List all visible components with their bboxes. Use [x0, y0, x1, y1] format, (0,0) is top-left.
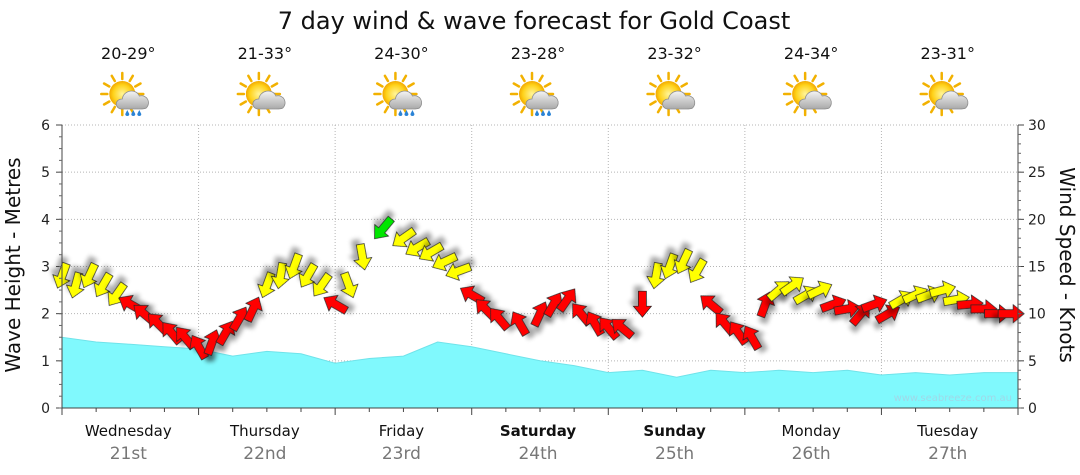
wind-arrow [189, 334, 210, 361]
day-temperature: 21-33° [238, 44, 293, 63]
day-date: 22nd [243, 444, 286, 464]
day-date: 23rd [382, 444, 421, 464]
wave-height-area [61, 336, 1019, 409]
day-temperature: 23-28° [511, 44, 566, 63]
sun-cloud-rain-icon [509, 71, 559, 117]
wind-arrow [418, 241, 445, 262]
wind-arrow [93, 271, 114, 298]
wind-arrow [646, 261, 666, 290]
day-temperature: 24-30° [374, 44, 429, 63]
y-right-tick-label: 5 [1028, 354, 1037, 370]
chart-title: 7 day wind & wave forecast for Gold Coas… [278, 7, 791, 35]
y-right-axis-title: Wind Speed - Knots [1055, 167, 1079, 363]
wind-arrow [779, 276, 804, 297]
wind-arrow [742, 325, 763, 352]
sun-cloud-rain-icon [373, 71, 422, 117]
wind-arrow [284, 252, 303, 280]
wind-arrows [52, 215, 1025, 361]
sun-cloud-icon [236, 71, 286, 117]
sun-cloud-icon [646, 71, 696, 117]
y-right-tick-label: 10 [1028, 307, 1046, 323]
y-right-tick-label: 20 [1028, 212, 1046, 228]
day-temperature: 23-32° [647, 44, 702, 63]
day-date: 27th [928, 444, 967, 464]
day-date: 26th [792, 444, 831, 464]
wind-arrow [687, 257, 708, 283]
y-right-tick-label: 30 [1028, 118, 1046, 134]
wind-arrow [312, 271, 333, 297]
wind-arrow [806, 280, 833, 300]
axes: 0 1 2 3 4 5 6 0 5 10 15 20 25 30 [41, 118, 1046, 417]
wind-arrow [257, 271, 276, 299]
wind-arrow [874, 304, 901, 325]
day-name: Saturday [500, 422, 577, 440]
wind-arrow [323, 294, 349, 315]
wind-arrow [611, 319, 635, 340]
wind-arrow [340, 271, 359, 299]
y-left-tick-label: 6 [41, 118, 50, 134]
day-name: Friday [379, 422, 425, 440]
wind-arrow [490, 308, 511, 332]
wind-arrow [65, 271, 85, 299]
wind-arrow [79, 261, 99, 289]
wind-arrow [432, 252, 459, 272]
y-left-axis-title: Wave Height - Metres [1, 157, 25, 372]
day-date: 24th [518, 444, 557, 464]
wind-arrow [833, 299, 861, 319]
day-name: Thursday [229, 422, 300, 440]
y-left-tick-label: 2 [41, 307, 50, 323]
wind-arrow [984, 303, 1012, 324]
sun-cloud-icon [782, 71, 832, 117]
wind-arrow [243, 296, 263, 323]
day-temperature: 20-29° [101, 44, 156, 63]
wind-arrow [632, 290, 653, 318]
wind-arrow [700, 295, 724, 317]
wind-arrow [556, 288, 577, 313]
wind-arrow [298, 262, 319, 288]
credit-text: www.seabreeze.com.au [894, 393, 1012, 404]
y-left-tick-label: 5 [41, 165, 50, 181]
day-name: Monday [782, 422, 841, 440]
day-temperature: 23-31° [920, 44, 975, 63]
wind-arrow [673, 247, 693, 275]
y-left-tick-label: 4 [41, 212, 50, 228]
y-right-tick-label: 15 [1028, 260, 1046, 276]
y-right-tick-label: 0 [1028, 401, 1037, 417]
y-left-tick-label: 0 [41, 401, 50, 417]
y-left-tick-label: 1 [41, 354, 50, 370]
day-header: 20-29° Wednesday 21st 21-33° Thursday 22nd 24-… [85, 44, 978, 464]
wind-arrow [445, 262, 473, 281]
day-temperature: 24-34° [784, 44, 839, 63]
sun-cloud-rain-icon [100, 71, 149, 117]
wind-arrow [353, 243, 373, 271]
wave-area [61, 336, 1019, 409]
wind-arrow [392, 226, 417, 248]
wind-arrow [405, 237, 431, 257]
wind-arrow [659, 252, 679, 280]
sun-cloud-icon [919, 71, 969, 117]
day-date: 21st [110, 444, 147, 464]
wind-arrow [510, 311, 530, 337]
day-date: 25th [655, 444, 694, 464]
wind-arrow [374, 215, 395, 240]
y-right-tick-label: 25 [1028, 165, 1046, 181]
y-left-tick-label: 3 [41, 260, 50, 276]
day-name: Wednesday [85, 422, 172, 440]
wind-arrow [270, 261, 290, 290]
day-name: Sunday [643, 422, 706, 440]
day-name: Tuesday [916, 422, 978, 440]
wind-arrow [860, 294, 888, 313]
